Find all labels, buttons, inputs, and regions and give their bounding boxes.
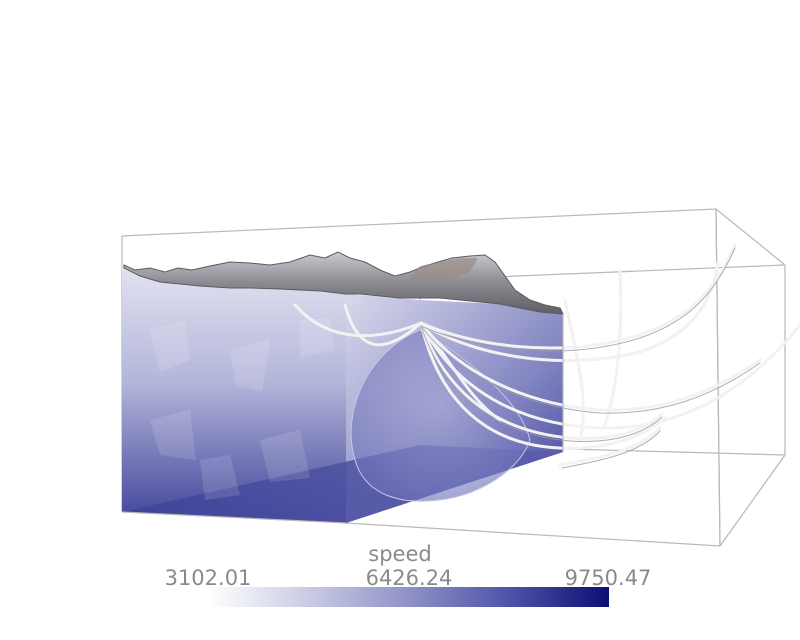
streamline-shadows xyxy=(420,247,761,469)
streamlines xyxy=(293,243,800,467)
terrain-brown-patch xyxy=(410,258,478,282)
colorbar-mid-label: 6426.24 xyxy=(365,566,453,590)
wavefront-bulb xyxy=(350,329,531,502)
colorbar xyxy=(209,587,609,607)
colorbar-max-label: 9750.47 xyxy=(564,566,652,590)
colorbar-title: speed xyxy=(368,542,432,566)
bounding-box-front xyxy=(121,314,564,524)
volume-front-face xyxy=(122,265,346,523)
colorbar-min-label: 3102.01 xyxy=(164,566,252,590)
